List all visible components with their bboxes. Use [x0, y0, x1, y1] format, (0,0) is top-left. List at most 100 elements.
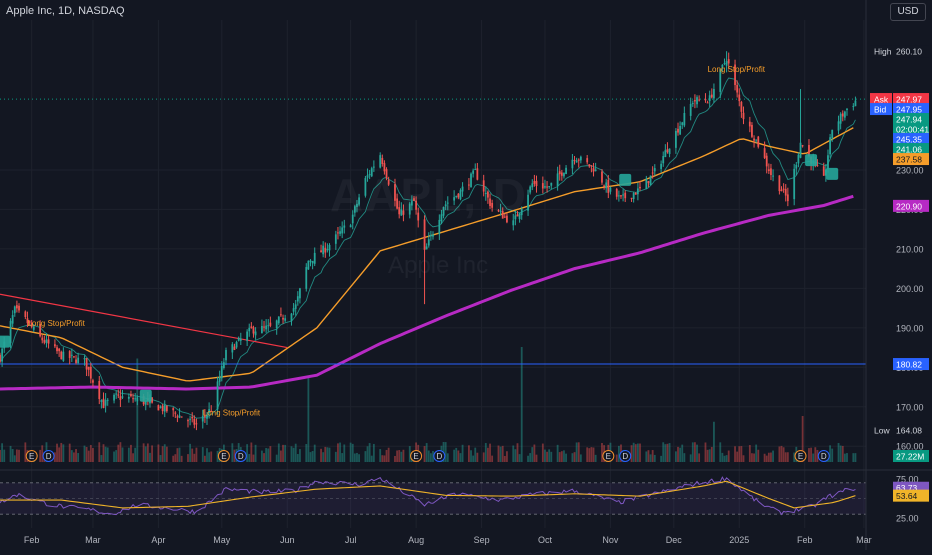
candle-body: [605, 182, 608, 189]
candle-body: [660, 163, 663, 169]
candle-body: [793, 168, 796, 200]
candle-body: [565, 167, 567, 175]
volume-bar: [117, 444, 120, 462]
candle-body: [313, 252, 316, 264]
volume-bar: [708, 449, 711, 462]
volume-bar: [755, 444, 758, 462]
candle-body: [383, 163, 386, 172]
candle-body: [144, 401, 147, 405]
candle-body: [691, 103, 694, 105]
volume-bar: [734, 446, 736, 462]
volume-bar: [793, 452, 796, 462]
currency-button[interactable]: USD: [890, 3, 926, 21]
volume-bar: [660, 455, 663, 462]
markers: [0, 154, 839, 402]
volume-bar: [727, 450, 730, 462]
volume-bar: [556, 444, 559, 462]
candle-body: [187, 420, 189, 422]
volume-bar: [647, 450, 650, 462]
x-tick-label: Sep: [474, 535, 490, 545]
volume-bar: [506, 451, 508, 462]
candle-body: [210, 410, 213, 412]
volume-bar: [843, 453, 846, 462]
candle-body: [222, 362, 225, 368]
volume-bar: [163, 444, 166, 462]
volume-bar: [579, 454, 582, 462]
candle-body: [476, 168, 479, 180]
candle-body: [159, 406, 162, 408]
volume-bar: [531, 447, 534, 462]
volume-bar: [387, 447, 390, 462]
annotation-label: Long Stop/Profit: [708, 65, 766, 74]
price-tag-label-bg: [870, 424, 892, 437]
candle-body: [280, 314, 282, 316]
candle-body: [277, 316, 280, 324]
candle-body: [26, 318, 29, 324]
candle-body: [453, 197, 456, 201]
candle-body: [353, 206, 356, 213]
candle-body: [218, 376, 221, 382]
volume-bar: [571, 453, 574, 462]
dividend-icon: D: [821, 452, 827, 461]
volume-bar: [651, 450, 654, 462]
volume-bar: [176, 448, 179, 462]
earnings-icon: E: [798, 452, 803, 461]
volume-bar: [565, 453, 567, 462]
candle-body: [710, 94, 713, 98]
candle-body: [432, 234, 434, 237]
candle-body: [780, 189, 783, 192]
signal-marker: [0, 335, 11, 348]
volume-bar: [852, 453, 855, 462]
volume-bar: [341, 453, 344, 462]
candle-body: [636, 188, 639, 195]
candle-body: [358, 197, 360, 205]
volume-bar: [343, 444, 346, 462]
candle-body: [843, 111, 846, 118]
volume-bar: [246, 444, 249, 462]
volume-bar: [275, 454, 278, 462]
price-tag-value: 241.06: [896, 145, 922, 155]
volume-bar: [269, 446, 272, 462]
candle-body: [440, 214, 443, 222]
volume-bar: [299, 449, 301, 462]
volume-bar: [679, 447, 682, 462]
volume-bar: [681, 444, 684, 462]
candle-body: [571, 159, 574, 169]
candle-body: [713, 89, 715, 99]
candle-body: [455, 195, 458, 197]
candle-body: [461, 186, 464, 192]
price-tag-label: Low: [874, 426, 890, 436]
volume-bar: [632, 442, 635, 462]
candle-body: [292, 308, 295, 312]
candle-body: [778, 175, 781, 192]
volume-bar: [13, 455, 16, 462]
candle-body: [563, 172, 565, 177]
candle-body: [594, 169, 597, 172]
candle-body: [130, 394, 132, 397]
volume-bar: [396, 450, 398, 462]
candle-body: [662, 156, 665, 164]
volume-bar: [491, 455, 494, 462]
candle-body: [535, 180, 538, 186]
volume-bar: [677, 446, 679, 462]
candle-body: [106, 399, 109, 401]
candle-body: [499, 210, 502, 212]
volume-bar: [742, 455, 745, 462]
price-tag-bg: [893, 143, 929, 156]
candle-body: [62, 351, 65, 361]
volume-bar: [544, 449, 546, 462]
volume-bar: [280, 450, 282, 462]
candle-body: [261, 325, 263, 334]
earnings-icon: E: [606, 452, 611, 461]
x-tick-label: Mar: [856, 535, 872, 545]
volume-bar: [738, 446, 741, 462]
candle-body: [725, 61, 728, 66]
candle-body: [87, 366, 90, 370]
candle-body: [645, 178, 648, 190]
volume-bar: [394, 455, 396, 462]
candle-body: [265, 325, 268, 330]
volume-bar: [368, 443, 371, 462]
volume-bar: [144, 446, 147, 462]
